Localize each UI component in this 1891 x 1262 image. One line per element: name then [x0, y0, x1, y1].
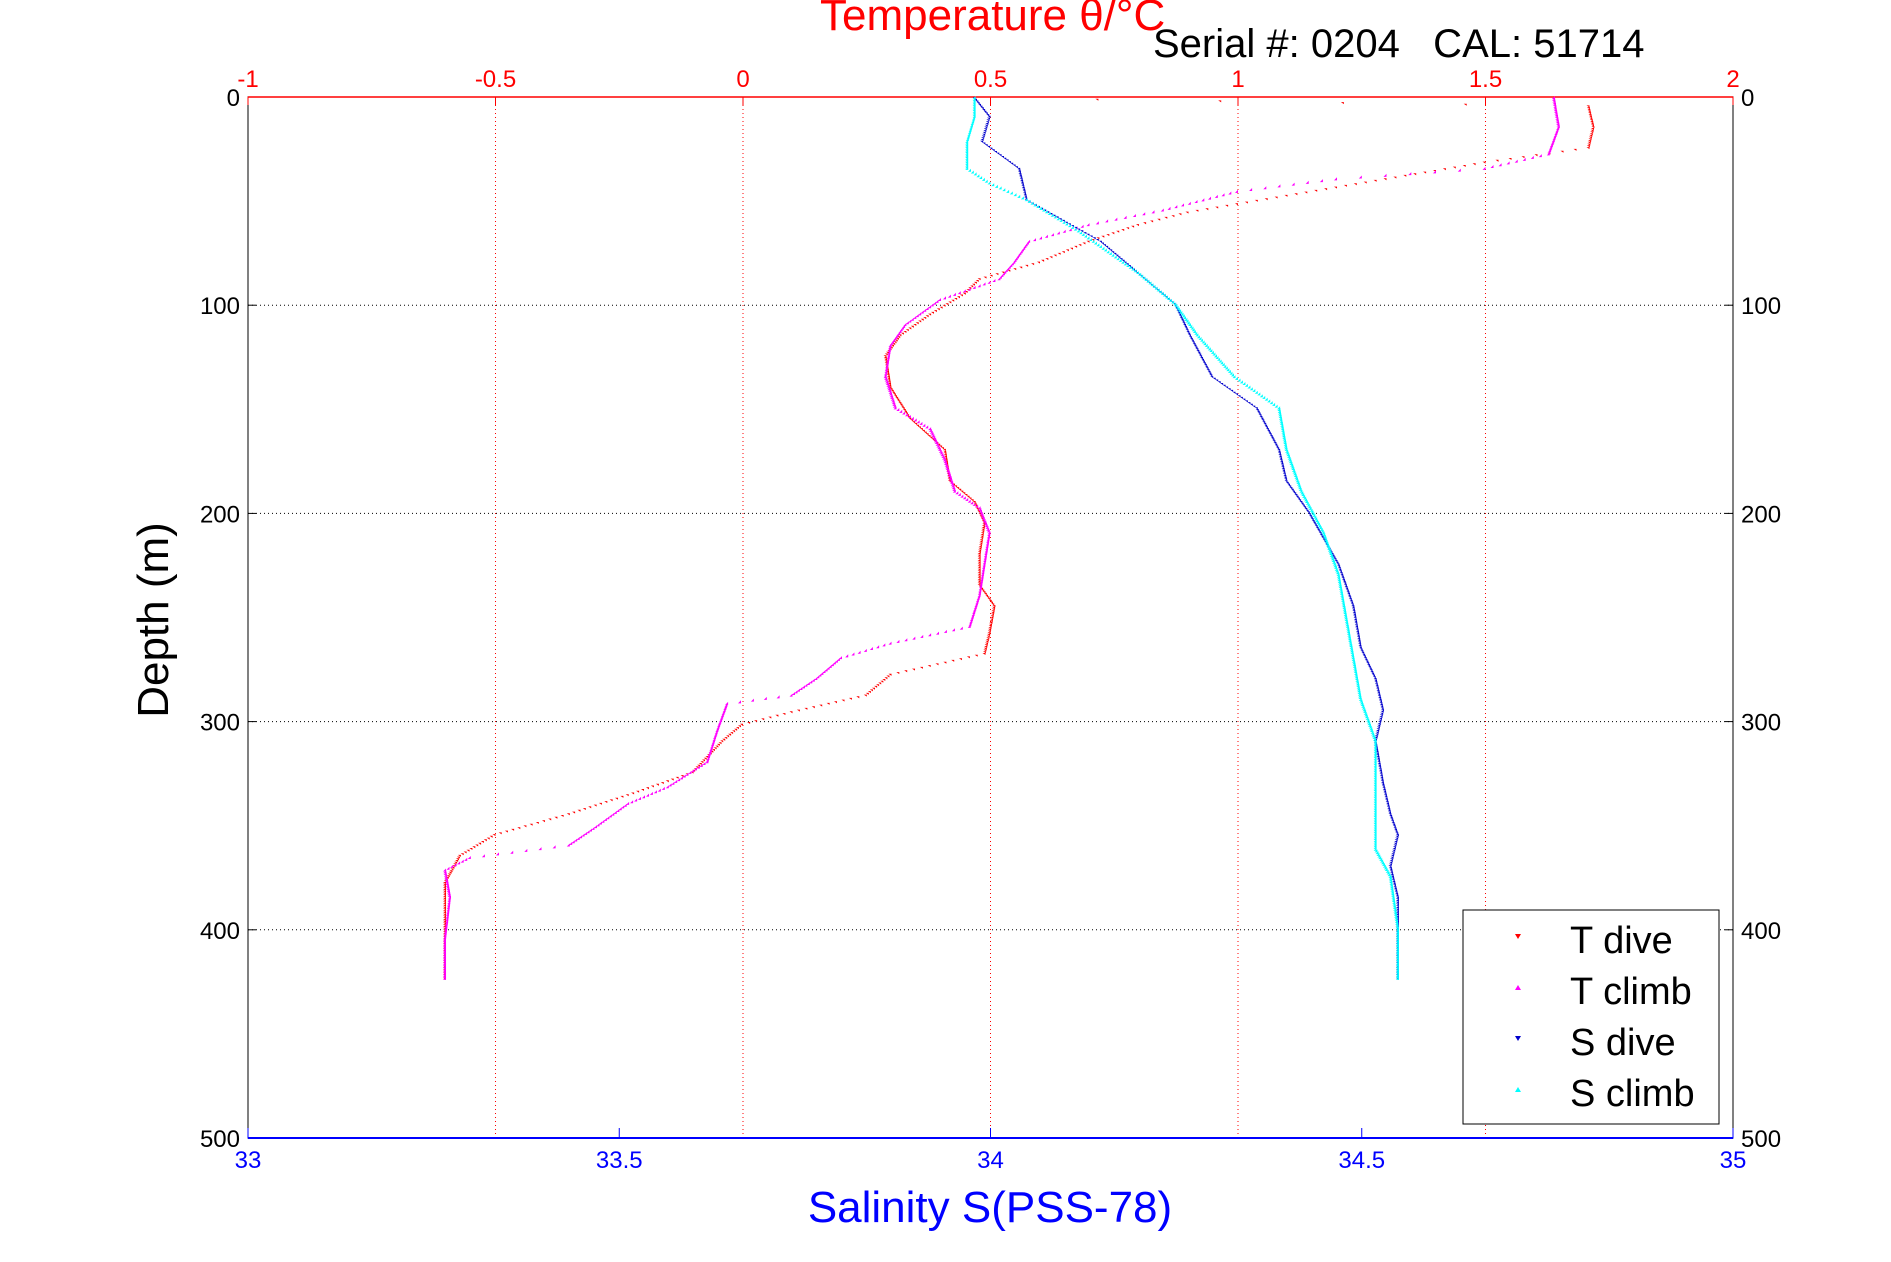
legend-marker-t-climb — [1515, 985, 1521, 990]
legend-item-t-climb: T climb — [1515, 971, 1692, 1013]
legend-label-t-dive: T dive — [1570, 920, 1673, 962]
tick-label-depth-left: 200 — [200, 501, 240, 528]
legend-label-s-dive: S dive — [1570, 1022, 1676, 1064]
legend-marker-s-dive — [1515, 1036, 1521, 1041]
legend-label-s-climb: S climb — [1570, 1073, 1695, 1115]
legend-marker-t-dive — [1515, 934, 1521, 939]
tick-label-temperature: 1.5 — [1469, 66, 1502, 93]
tick-label-temperature: 2 — [1726, 66, 1739, 93]
tick-label-depth-left: 100 — [200, 293, 240, 320]
legend-item-s-dive: S dive — [1515, 1022, 1676, 1064]
tick-label-depth-right: 400 — [1741, 918, 1781, 945]
tick-label-salinity: 34.5 — [1338, 1147, 1385, 1174]
legend-label-t-climb: T climb — [1570, 971, 1692, 1013]
legend-item-s-climb: S climb — [1515, 1073, 1695, 1115]
grid-layer — [248, 97, 1733, 1138]
tick-label-depth-right: 100 — [1741, 293, 1781, 320]
tick-label-depth-right: 300 — [1741, 710, 1781, 737]
tick-label-depth-left: 400 — [200, 918, 240, 945]
serial-cal-label: Serial #: 0204 CAL: 51714 — [1153, 22, 1644, 66]
tick-label-depth-right: 200 — [1741, 501, 1781, 528]
tick-label-temperature: -0.5 — [475, 66, 516, 93]
tick-label-salinity: 34 — [977, 1147, 1004, 1174]
legend-marker-s-climb — [1515, 1087, 1521, 1092]
tick-label-depth-right: 500 — [1741, 1126, 1781, 1153]
y-axis-label: Depth (m) — [129, 522, 178, 718]
tick-label-salinity: 33.5 — [596, 1147, 643, 1174]
legend: T dive T climb S dive S climb — [1462, 909, 1720, 1125]
tick-label-temperature: -1 — [237, 66, 258, 93]
top-axis-title: Temperature θ/°C — [820, 0, 1165, 40]
x-axis-bottom-label: Salinity S(PSS-78) — [808, 1183, 1172, 1232]
legend-box — [1462, 909, 1720, 1125]
tick-label-depth-left: 0 — [227, 85, 240, 112]
tick-label-depth-left: 500 — [200, 1126, 240, 1153]
tick-label-temperature: 1 — [1231, 66, 1244, 93]
axes-layer: 0 0 100 100 200 200 300 300 400 400 500 500 -1 -0.5 0 0… — [200, 66, 1781, 1174]
tick-label-depth-left: 300 — [200, 710, 240, 737]
tick-label-salinity: 35 — [1720, 1147, 1747, 1174]
tick-label-temperature: 0 — [736, 66, 749, 93]
tick-label-temperature: 0.5 — [974, 66, 1007, 93]
tick-label-salinity: 33 — [235, 1147, 262, 1174]
tick-label-depth-right: 0 — [1741, 85, 1754, 112]
legend-item-t-dive: T dive — [1515, 920, 1673, 962]
